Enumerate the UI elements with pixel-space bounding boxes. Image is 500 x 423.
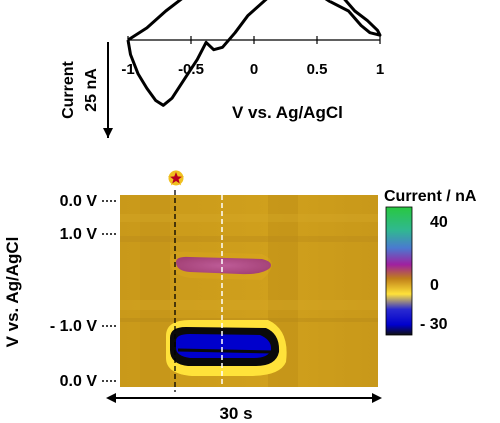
cv-y-label: Current bbox=[60, 60, 77, 118]
colorbar-tick-min: - 30 bbox=[420, 316, 448, 333]
y-tick-label-negative: - 1.0 V bbox=[50, 318, 97, 335]
y-tick-label-top: 0.0 V bbox=[60, 193, 98, 210]
reduction-core bbox=[176, 334, 272, 358]
reduction-streak bbox=[177, 348, 273, 354]
heatmap-plot: V vs. Ag/AgCl 0.0 V 1.0 V - 1.0 V 0.0 V … bbox=[3, 169, 477, 423]
time-scale-arrow bbox=[106, 393, 382, 403]
y-tick-label-positive: 1.0 V bbox=[60, 226, 98, 243]
cv-x-ticks: -1 -0.5 0 0.5 1 bbox=[121, 36, 384, 78]
cv-x-label: V vs. Ag/AgCl bbox=[232, 103, 343, 122]
y-tick-label-bottom: 0.0 V bbox=[60, 373, 98, 390]
colorbar-tick-max: 40 bbox=[430, 214, 448, 231]
colorbar-tick-zero: 0 bbox=[430, 277, 439, 294]
heatmap-y-label: V vs. Ag/AgCl bbox=[3, 237, 22, 348]
cv-x-tick-label: -1 bbox=[121, 61, 134, 78]
colorbar-title: Current / nA bbox=[384, 188, 477, 205]
cv-trace bbox=[126, 0, 382, 107]
cv-x-tick-label: 0 bbox=[250, 61, 258, 78]
oxidation-band bbox=[176, 256, 271, 275]
heatmap-column-shade bbox=[140, 195, 170, 387]
stimulation-star-icon bbox=[167, 169, 185, 186]
cv-plot: -1 -0.5 0 0.5 1 V vs. Ag/AgCl Current 25 nA bbox=[60, 0, 384, 138]
oxidation-halo bbox=[169, 251, 272, 280]
cv-x-tick-label: 1 bbox=[376, 61, 384, 78]
colorbar bbox=[385, 206, 413, 336]
time-scale-label: 30 s bbox=[219, 404, 252, 423]
cv-x-tick-label: 0.5 bbox=[307, 61, 328, 78]
cv-scale-label: 25 nA bbox=[83, 68, 100, 112]
cv-scale-bar bbox=[103, 42, 113, 138]
